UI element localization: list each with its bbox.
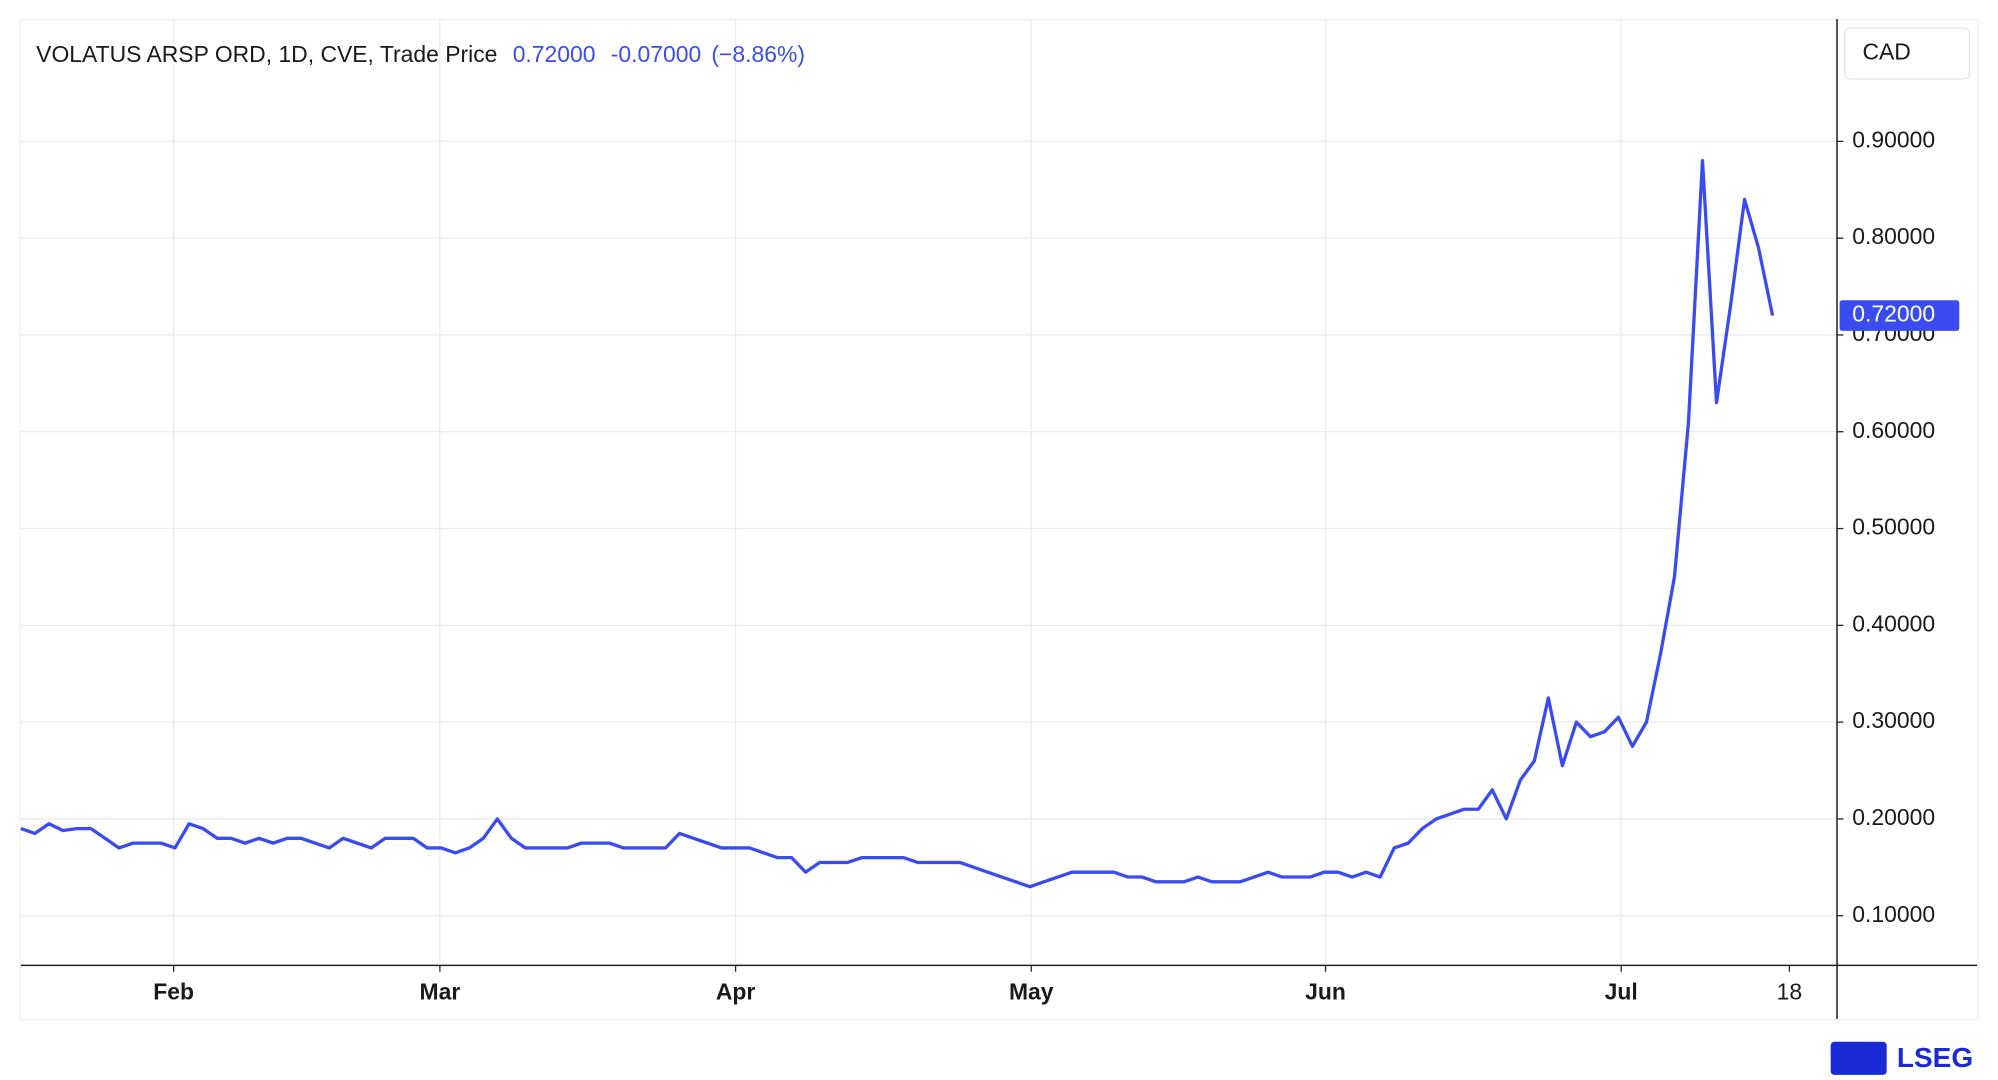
last-price-badge	[1839, 300, 1960, 331]
last-price: 0.72000	[513, 41, 596, 67]
y-tick-label: 0.20000	[1852, 804, 1935, 830]
y-tick-label: 0.80000	[1852, 223, 1935, 249]
x-tick-label: Feb	[153, 978, 194, 1004]
y-tick-label: 0.40000	[1852, 610, 1935, 636]
last-price-label: 0.72000	[1852, 301, 1935, 327]
brand-logo: LSEG	[1830, 1041, 1973, 1075]
currency-box[interactable]	[1844, 27, 1971, 80]
y-tick-label: 0.30000	[1852, 707, 1935, 733]
x-tick-label: Mar	[420, 978, 461, 1004]
y-tick-label: 0.90000	[1852, 126, 1935, 152]
x-tick-label: May	[1009, 978, 1054, 1004]
y-tick-label: 0.60000	[1852, 417, 1935, 443]
y-tick-label: 0.10000	[1852, 901, 1935, 927]
x-tick-label: Jun	[1305, 978, 1346, 1004]
grid	[20, 19, 1838, 966]
y-tick-label: 0.50000	[1852, 514, 1935, 540]
price-line	[20, 159, 1775, 889]
x-tick-label: Jul	[1605, 978, 1638, 1004]
chart-title: VOLATUS ARSP ORD, 1D, CVE, Trade Price	[36, 41, 497, 67]
x-tick-label: 18	[1777, 978, 1802, 1004]
x-tick-label: Apr	[716, 978, 756, 1004]
header: VOLATUS ARSP ORD, 1D, CVE, Trade Price 0.…	[36, 41, 805, 67]
currency[interactable]: CAD	[1862, 39, 1910, 65]
change-pct: (−8.86%)	[711, 41, 805, 67]
brand: LSEG	[1897, 1042, 1973, 1073]
change: -0.07000	[611, 41, 701, 67]
frame	[19, 19, 1979, 1021]
logo-icon	[1830, 1041, 1887, 1075]
